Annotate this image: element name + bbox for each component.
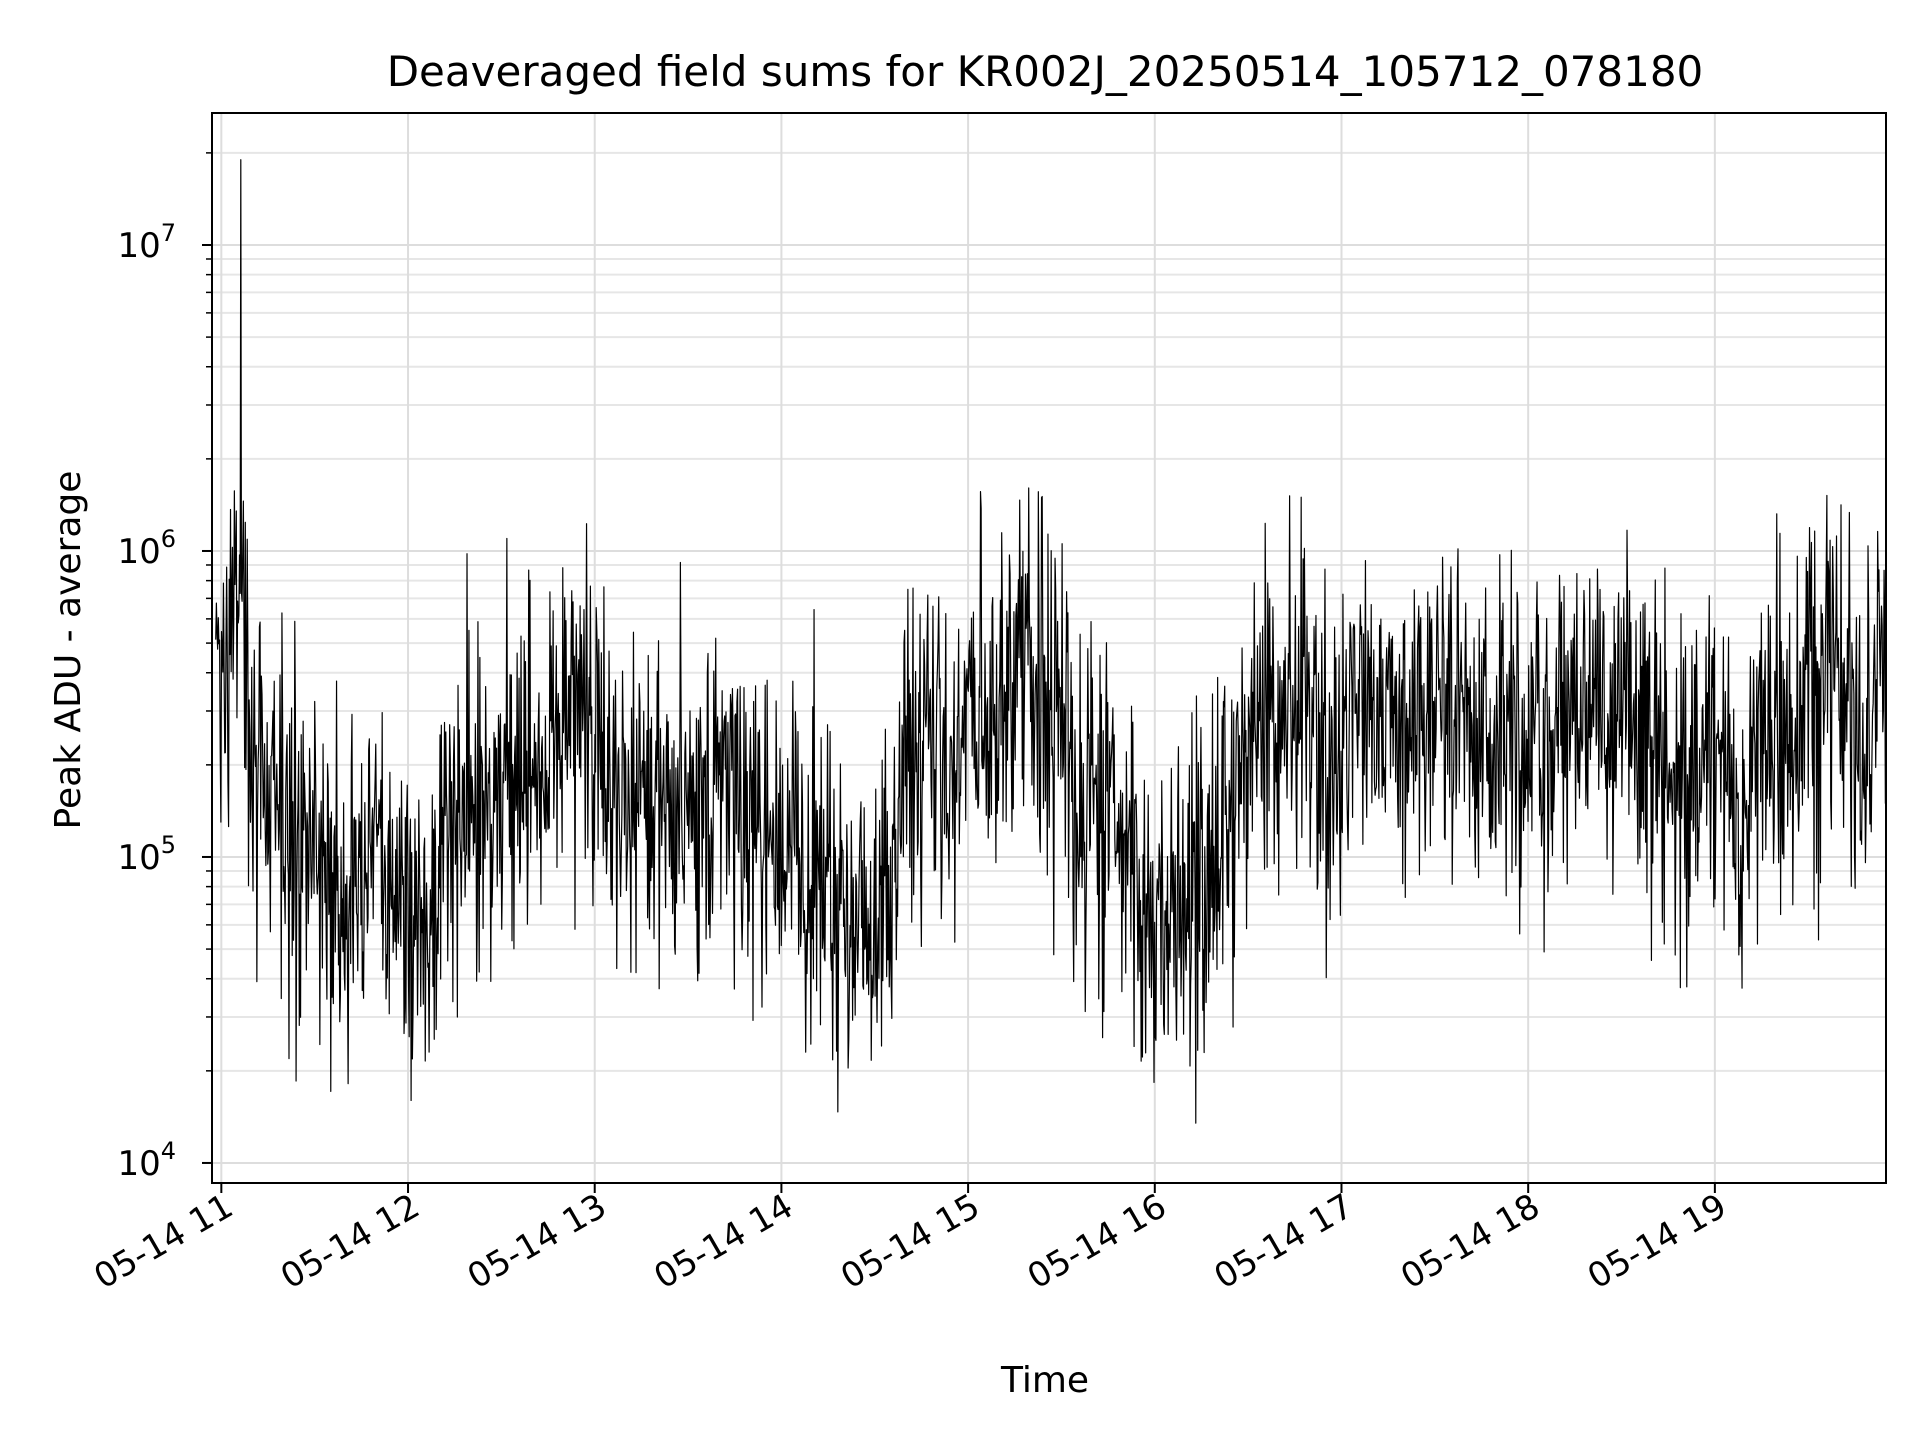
x-tick-label: 05-14 18 <box>1394 1186 1546 1297</box>
y-tick-base: 10 <box>117 532 160 572</box>
y-tick-label: 106 <box>117 525 176 572</box>
plot-frame <box>211 112 1887 1184</box>
y-tick-base: 10 <box>117 1144 160 1184</box>
y-tick-base: 10 <box>117 838 160 878</box>
data-series-line <box>215 159 1887 1124</box>
line-layer <box>215 159 1887 1124</box>
x-tick-label: 05-14 11 <box>87 1186 239 1297</box>
x-tick-label: 05-14 15 <box>834 1186 986 1297</box>
y-tick-label: 107 <box>117 219 176 266</box>
y-tick-exponent: 5 <box>161 831 176 859</box>
chart-title: Deaveraged field sums for KR002J_2025051… <box>387 47 1704 96</box>
x-tick-label: 05-14 13 <box>461 1186 613 1297</box>
y-axis-label: Peak ADU - average <box>48 471 89 830</box>
y-tick-base: 10 <box>117 226 160 266</box>
x-tick-label: 05-14 14 <box>648 1186 800 1297</box>
y-tick-label: 104 <box>117 1137 176 1184</box>
x-tick-label: 05-14 19 <box>1581 1186 1733 1297</box>
y-tick-exponent: 7 <box>161 219 176 247</box>
y-tick-exponent: 6 <box>161 525 176 553</box>
x-tick-label: 05-14 16 <box>1021 1186 1173 1297</box>
x-tick-label: 05-14 12 <box>274 1186 426 1297</box>
x-tick-label: 05-14 17 <box>1208 1186 1360 1297</box>
y-tick-label: 105 <box>117 831 176 878</box>
x-axis-label: Time <box>1000 1360 1089 1401</box>
y-tick-exponent: 4 <box>161 1137 176 1165</box>
grid-layer <box>212 113 1886 1183</box>
